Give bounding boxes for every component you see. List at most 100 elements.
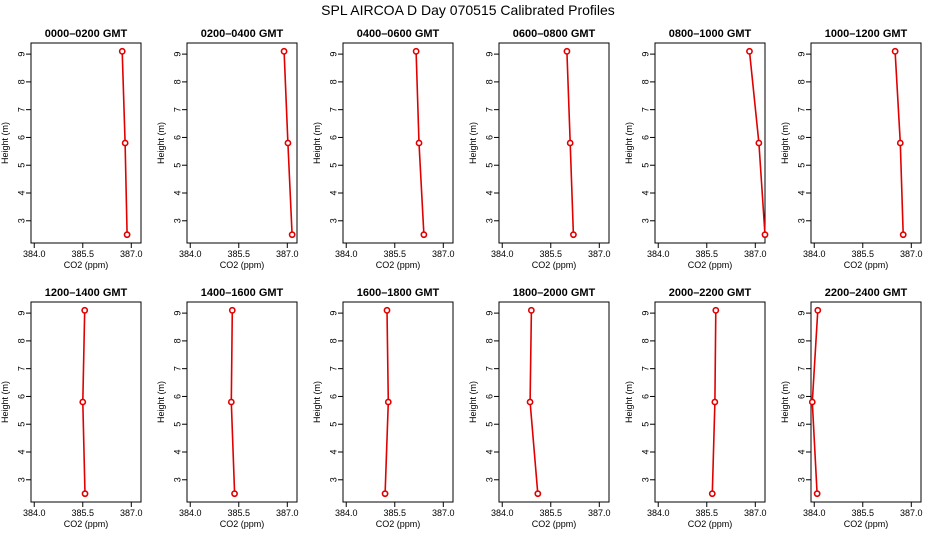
y-tick-label: 4 xyxy=(16,449,26,454)
y-tick-label: 6 xyxy=(796,394,806,399)
chart-panel: 1200–1400 GMT 384.0 385.5 387.0 3 4 5 6 7 8 9 CO2 (… xyxy=(0,287,143,529)
x-axis-label: CO2 (ppm) xyxy=(220,519,265,529)
data-point xyxy=(570,231,577,239)
panel-title: 0200–0400 GMT xyxy=(201,28,284,40)
plot-frame xyxy=(30,42,142,244)
x-tick-label: 387.0 xyxy=(744,249,767,259)
data-point xyxy=(746,47,753,55)
panel-grid: 0000–0200 GMT 384.0 385.5 387.0 3 4 5 6 7 8 9 CO2 (… xyxy=(0,28,923,529)
data-point xyxy=(891,47,899,55)
y-tick-label: 3 xyxy=(172,218,182,223)
y-tick-label: 9 xyxy=(328,311,338,316)
data-point xyxy=(412,47,420,55)
y-axis-label: Height (m) xyxy=(780,381,790,423)
panel-title: 1000–1200 GMT xyxy=(825,28,908,40)
x-tick-label: 385.5 xyxy=(227,508,250,518)
y-tick-label: 7 xyxy=(484,366,494,371)
y-tick-label: 8 xyxy=(640,338,650,343)
y-tick-label: 8 xyxy=(328,79,338,84)
x-axis-label: CO2 (ppm) xyxy=(220,260,265,270)
x-tick-label: 387.0 xyxy=(900,249,923,259)
data-point xyxy=(896,139,904,147)
x-axis-label: CO2 (ppm) xyxy=(376,260,421,270)
y-axis-label: Height (m) xyxy=(780,122,790,164)
data-point xyxy=(381,490,389,498)
y-tick-label: 3 xyxy=(796,218,806,223)
x-tick-label: 385.5 xyxy=(383,249,406,259)
y-tick-label: 6 xyxy=(328,135,338,140)
x-tick-label: 387.0 xyxy=(432,508,455,518)
data-point xyxy=(123,231,131,239)
y-tick-label: 8 xyxy=(328,338,338,343)
y-tick-label: 7 xyxy=(16,107,26,112)
y-tick-label: 6 xyxy=(172,135,182,140)
y-tick-label: 4 xyxy=(328,449,338,454)
chart-panel: 0000–0200 GMT 384.0 385.5 387.0 3 4 5 6 7 8 9 CO2 (… xyxy=(0,28,143,270)
chart-panel: 0800–1000 GMT 384.0 385.5 387.0 3 4 5 6 7 8 9 CO2 (… xyxy=(624,28,769,270)
x-axis-label: CO2 (ppm) xyxy=(688,519,733,529)
data-point xyxy=(711,398,719,406)
y-tick-label: 8 xyxy=(640,79,650,84)
y-tick-label: 5 xyxy=(796,163,806,168)
x-tick-label: 384.0 xyxy=(179,508,202,518)
x-tick-label: 385.5 xyxy=(71,508,94,518)
y-tick-label: 8 xyxy=(484,79,494,84)
x-tick-label: 385.5 xyxy=(227,249,250,259)
data-point xyxy=(814,306,822,314)
plot-frame xyxy=(654,301,766,503)
y-tick-label: 7 xyxy=(796,366,806,371)
y-tick-label: 3 xyxy=(328,477,338,482)
y-tick-label: 5 xyxy=(16,163,26,168)
y-tick-label: 7 xyxy=(796,107,806,112)
figure-title: SPL AIRCOA D Day 070515 Calibrated Profi… xyxy=(321,2,615,18)
y-tick-label: 6 xyxy=(172,394,182,399)
y-tick-label: 4 xyxy=(172,449,182,454)
y-tick-label: 4 xyxy=(796,449,806,454)
y-tick-label: 7 xyxy=(328,107,338,112)
y-tick-label: 9 xyxy=(640,311,650,316)
data-point xyxy=(118,47,126,55)
y-tick-label: 3 xyxy=(640,477,650,482)
y-tick-label: 3 xyxy=(484,218,494,223)
x-tick-label: 385.5 xyxy=(539,249,562,259)
y-tick-label: 3 xyxy=(484,477,494,482)
data-point xyxy=(288,231,296,239)
data-point xyxy=(227,398,235,406)
panel-title: 1200–1400 GMT xyxy=(45,287,128,299)
y-tick-label: 8 xyxy=(484,338,494,343)
chart-panel: 0600–0800 GMT 384.0 385.5 387.0 3 4 5 6 7 8 9 CO2 (… xyxy=(468,28,611,270)
x-tick-label: 384.0 xyxy=(491,508,514,518)
chart-panel: 2000–2200 GMT 384.0 385.5 387.0 3 4 5 6 7 8 9 CO2 (… xyxy=(624,287,767,529)
y-tick-label: 7 xyxy=(640,107,650,112)
panel-title: 2000–2200 GMT xyxy=(669,287,752,299)
data-point xyxy=(708,490,716,498)
x-axis-label: CO2 (ppm) xyxy=(64,260,109,270)
x-tick-label: 387.0 xyxy=(120,508,143,518)
x-tick-label: 384.0 xyxy=(491,249,514,259)
y-tick-label: 7 xyxy=(640,366,650,371)
y-tick-label: 6 xyxy=(16,394,26,399)
panel-title: 1800–2000 GMT xyxy=(513,287,596,299)
y-tick-label: 3 xyxy=(796,477,806,482)
data-point xyxy=(384,398,392,406)
y-axis-label: Height (m) xyxy=(312,381,322,423)
y-tick-label: 9 xyxy=(16,311,26,316)
y-tick-label: 3 xyxy=(16,218,26,223)
y-axis-label: Height (m) xyxy=(0,381,10,423)
y-tick-label: 8 xyxy=(796,79,806,84)
data-point xyxy=(81,306,89,314)
y-tick-label: 8 xyxy=(172,338,182,343)
x-axis-label: CO2 (ppm) xyxy=(532,260,577,270)
y-axis-label: Height (m) xyxy=(468,122,478,164)
y-tick-label: 7 xyxy=(328,366,338,371)
data-point xyxy=(534,490,542,498)
data-point xyxy=(81,490,89,498)
y-tick-label: 3 xyxy=(328,218,338,223)
y-tick-label: 4 xyxy=(796,190,806,195)
y-tick-label: 4 xyxy=(484,190,494,195)
x-axis-label: CO2 (ppm) xyxy=(844,260,889,270)
y-axis-label: Height (m) xyxy=(624,381,634,423)
y-tick-label: 4 xyxy=(640,449,650,454)
y-tick-label: 8 xyxy=(16,79,26,84)
x-tick-label: 387.0 xyxy=(432,249,455,259)
